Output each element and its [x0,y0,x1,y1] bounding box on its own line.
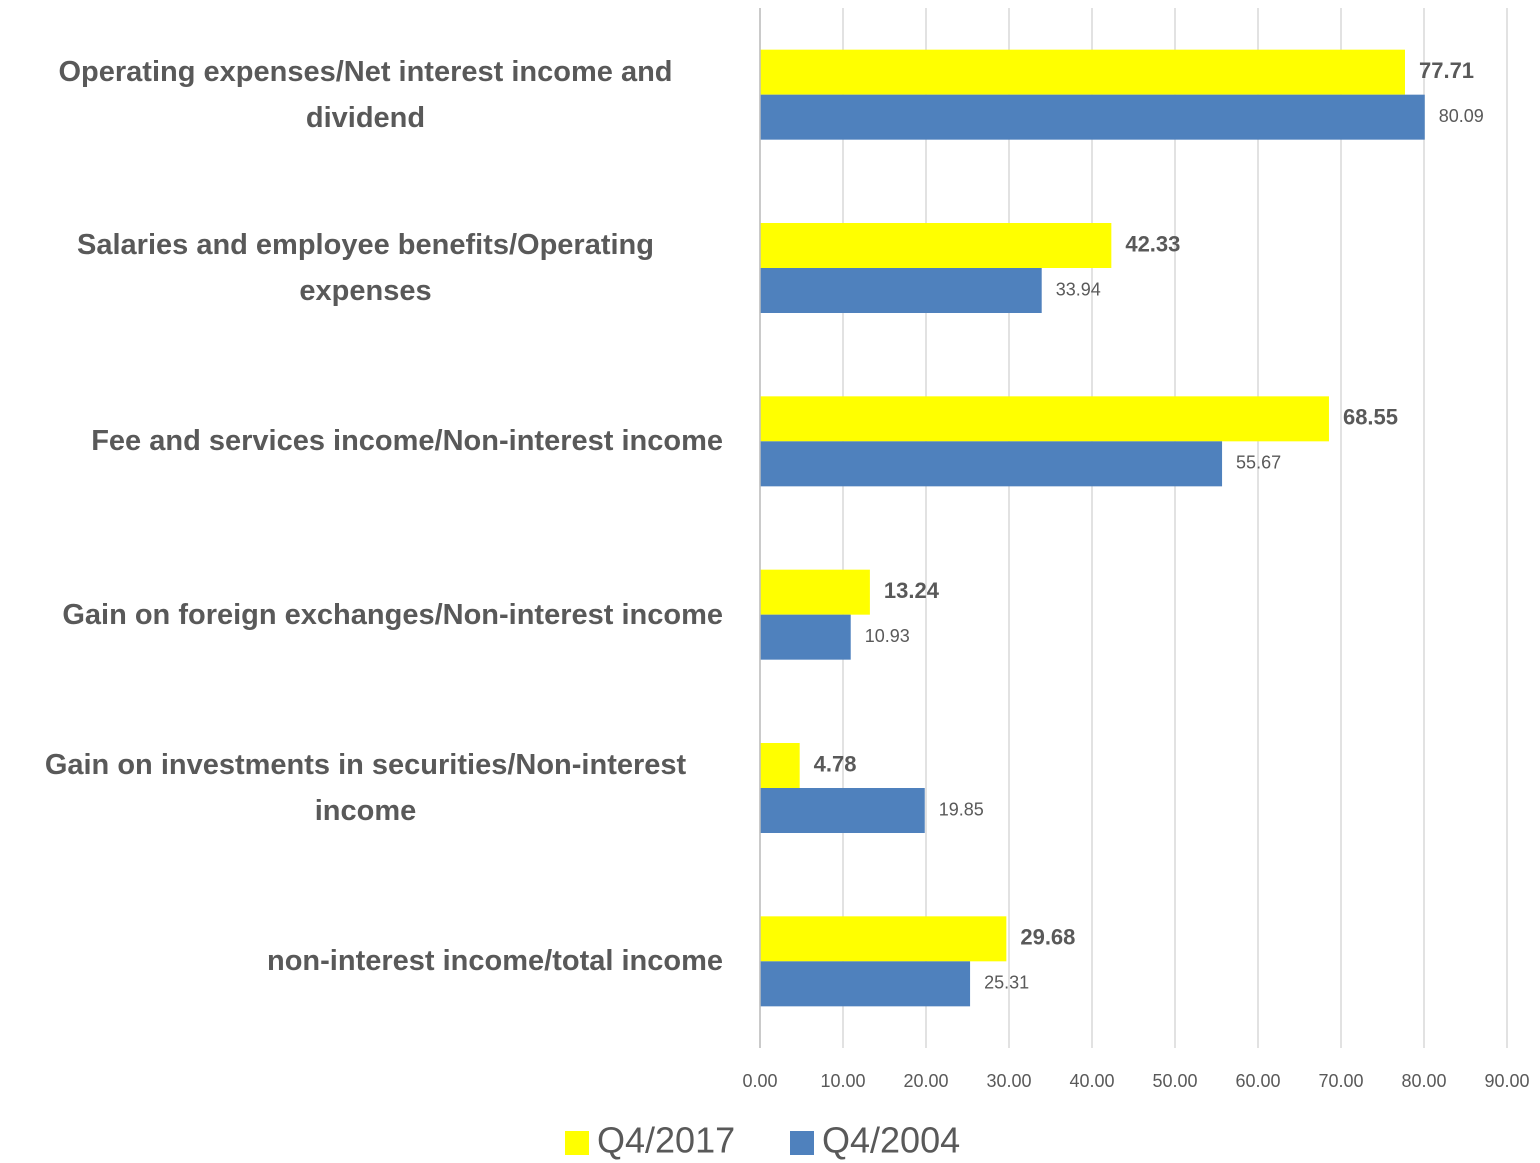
category-text: non-interest income/total income [267,945,723,978]
category-label: Gain on investments in securities/Non-in… [8,742,723,834]
data-label: 77.71 [1419,58,1474,83]
bar [760,569,870,615]
data-label: 42.33 [1125,231,1180,256]
legend-swatch [565,1131,589,1155]
data-label: 25.31 [984,973,1029,993]
category-text: Salaries and employee benefits/Operating… [77,229,654,307]
x-tick-label: 40.00 [1069,1071,1114,1091]
bar [760,916,1007,962]
x-tick-label: 0.00 [742,1071,777,1091]
data-label: 80.09 [1439,106,1484,126]
bar [760,223,1112,268]
category-label: Fee and services income/Non-interest inc… [8,418,723,464]
bar [760,441,1223,487]
x-tick-label: 20.00 [903,1071,948,1091]
bar [760,743,800,788]
x-tick-label: 50.00 [1152,1071,1197,1091]
legend-label: Q4/2004 [822,1120,960,1161]
x-tick-label: 80.00 [1401,1071,1446,1091]
category-text: Operating expenses/Net interest income a… [58,55,673,134]
data-label: 4.78 [814,751,857,776]
bar [760,49,1405,95]
x-tick-label: 70.00 [1318,1071,1363,1091]
legend-swatch [790,1131,814,1155]
data-label: 13.24 [884,578,940,603]
category-label: Gain on foreign exchanges/Non-interest i… [8,592,723,638]
bar [760,396,1329,442]
category-text: Gain on investments in securities/Non-in… [44,749,687,827]
bar [760,94,1425,140]
bar [760,614,851,660]
legend-label: Q4/2017 [597,1120,735,1161]
category-text: Fee and services income/Non-interest inc… [91,425,723,458]
data-label: 33.94 [1056,279,1101,299]
category-label: Salaries and employee benefits/Operating… [8,222,723,314]
x-tick-label: 30.00 [986,1071,1031,1091]
x-tick-label: 10.00 [820,1071,865,1091]
data-label: 29.68 [1020,925,1075,950]
category-label: Operating expenses/Net interest income a… [8,49,723,141]
category-label: non-interest income/total income [8,938,723,984]
bar [760,268,1042,313]
data-label: 10.93 [865,626,910,646]
bar [760,961,971,1007]
x-tick-label: 60.00 [1235,1071,1280,1091]
x-tick-label: 90.00 [1484,1071,1529,1091]
data-label: 55.67 [1236,453,1281,473]
category-text: Gain on foreign exchanges/Non-interest i… [62,598,723,631]
bar [760,788,925,833]
data-label: 19.85 [939,799,984,819]
data-label: 68.55 [1343,405,1398,430]
